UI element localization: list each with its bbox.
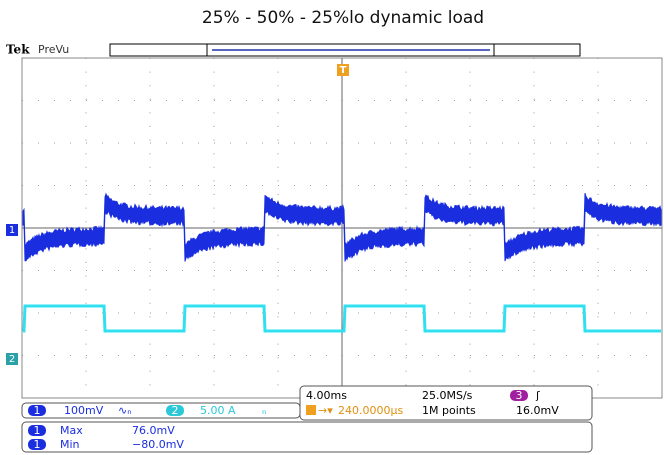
trigger-level: 16.0mV [516,404,559,417]
meas-value: −80.0mV [132,438,184,451]
trig-src-badge [510,390,528,401]
waveforms [22,192,662,333]
trigger-marker [337,64,349,76]
mode: PreVu [38,43,69,56]
ch2-marker [6,353,18,365]
ch2-scale: 5.00 A [200,404,236,417]
meas-name: Min [60,438,80,451]
record-length: 1M points [422,404,476,417]
measurement-box [21,421,593,453]
title: 25% - 50% - 25%lo dynamic load [202,8,484,28]
brand: Tek [6,43,30,57]
meas-name: Max [60,424,83,437]
ch2-trace [22,304,661,333]
ch1-coupling: ∿ₙ [118,404,132,417]
trig-src: 3 [516,389,523,402]
ch1-scale: 100mV [64,404,104,417]
meas-value: 76.0mV [132,424,175,437]
ch2-badge-text: 2 [172,404,179,417]
ch1-badge [28,405,46,416]
ch2-coupling: ₙ [262,404,266,417]
ch2-label: 2 [9,354,15,365]
meas-badge-text: 1 [34,424,41,437]
meas-badge [28,439,46,450]
meas-badge-text: 1 [34,438,41,451]
trig-slope: ʃ [535,389,540,402]
trig-pos-icon [306,405,316,415]
meas-badge [28,425,46,436]
trigger-pos: 240.0000µs [338,404,403,417]
ch1-trace [22,192,662,262]
timebase: 4.00ms [306,389,347,402]
ch1-label: 1 [9,225,15,236]
trigger-label: T [340,65,347,76]
measurements: 1 Max 76.0mV 1 Min −80.0mV [28,424,184,451]
ch1-badge-text: 1 [34,404,41,417]
ch2-badge [166,405,184,416]
grid [22,58,662,398]
sample-rate: 25.0MS/s [422,389,473,402]
ch1-marker [6,224,18,236]
trig-arrow: →▾ [318,404,333,417]
